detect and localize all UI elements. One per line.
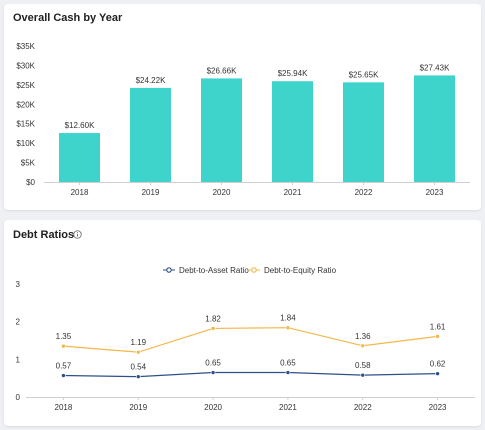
series-1-data-label: 1.35 — [56, 332, 72, 341]
series-0-data-label: 0.62 — [430, 360, 446, 369]
series-0-data-label: 0.58 — [355, 361, 371, 370]
x-axis-tick-label: 2019 — [129, 403, 147, 412]
x-axis-tick-label: 2023 — [429, 403, 447, 412]
x-axis-tick-label: 2021 — [284, 188, 302, 197]
series-0-data-label: 0.57 — [56, 362, 72, 371]
series-0-data-label: 0.65 — [205, 359, 221, 368]
bar-2020 — [201, 78, 242, 182]
series-0-point — [61, 373, 66, 378]
y-axis-tick-label: 2 — [16, 318, 21, 327]
y-axis-tick-label: $35K — [16, 42, 35, 51]
debt-chart-title: Debt Ratios — [13, 229, 75, 241]
bar-data-label: $27.43K — [420, 63, 450, 72]
series-1-data-label: 1.82 — [205, 314, 221, 323]
y-axis-tick-label: $0 — [26, 178, 35, 187]
series-1-point — [435, 334, 440, 339]
x-axis-tick-label: 2019 — [142, 188, 160, 197]
legend-label-1: Debt-to-Equity Ratio — [264, 266, 337, 275]
x-axis-tick-label: 2022 — [354, 403, 372, 412]
y-axis-tick-label: $10K — [16, 139, 35, 148]
y-axis-tick-label: 1 — [16, 355, 21, 364]
legend-marker — [251, 267, 257, 273]
series-0-point — [285, 370, 291, 375]
series-1-point — [285, 325, 291, 330]
series-0-data-label: 0.65 — [280, 359, 296, 368]
series-1-data-label: 1.36 — [355, 332, 371, 341]
series-line-1 — [63, 327, 438, 353]
series-0-point — [360, 372, 366, 378]
x-axis-tick-label: 2020 — [204, 403, 222, 412]
series-1-data-label: 1.19 — [130, 338, 146, 347]
y-axis-tick-label: $25K — [16, 81, 35, 90]
y-axis-tick-label: $5K — [21, 159, 36, 168]
y-axis-tick-label: $20K — [16, 100, 35, 109]
y-axis-tick-label: $15K — [16, 120, 35, 129]
series-1-point — [360, 343, 366, 349]
series-1-point — [61, 343, 66, 349]
overall-cash-card: Overall Cash by Year $0 $5K $10K $15K $20K $2… — [4, 4, 481, 210]
bar-2021 — [272, 81, 313, 182]
bar-data-label: $12.60K — [65, 121, 95, 130]
bar-data-label: $25.94K — [278, 69, 308, 78]
bar-2022 — [343, 82, 384, 182]
info-icon[interactable] — [73, 230, 82, 239]
series-1-data-label: 1.61 — [430, 322, 446, 331]
bar-2018 — [59, 133, 100, 182]
series-line-0 — [63, 371, 438, 378]
bar-data-label: $24.22K — [136, 76, 166, 85]
series-1-point — [135, 349, 141, 355]
debt-ratios-card: Debt Ratios 0 1 2 3 2018 2019 2020 2021 2022 2023… — [4, 220, 481, 426]
cash-chart-title: Overall Cash by Year — [13, 12, 123, 24]
bar-data-label: $26.66K — [207, 66, 237, 75]
series-0-point — [210, 370, 216, 375]
x-axis-tick-label: 2022 — [355, 188, 373, 197]
legend-label-0: Debt-to-Asset Ratio — [179, 266, 249, 275]
series-0-data-label: 0.54 — [130, 363, 146, 372]
x-axis-tick-label: 2018 — [71, 188, 89, 197]
bar-data-label: $25.65K — [349, 70, 379, 79]
series-0-point — [135, 374, 141, 379]
y-axis-tick-label: $30K — [16, 61, 35, 70]
cash-bar-chart: $0 $5K $10K $15K $20K $25K $30K $35K $12.60K 2018… — [16, 42, 470, 197]
debt-ratios-line-chart: 0 1 2 3 2018 2019 2020 2021 2022 2023 Debt-to-Asse… — [16, 266, 475, 412]
y-axis-tick-label: 3 — [16, 280, 21, 289]
series-1-data-label: 1.84 — [280, 314, 296, 323]
bar-2019 — [130, 87, 171, 182]
x-axis-tick-label: 2021 — [279, 403, 297, 412]
legend-marker — [166, 267, 172, 273]
y-axis-tick-label: 0 — [16, 393, 21, 402]
x-axis-tick-label: 2018 — [55, 403, 73, 412]
series-0-point — [435, 371, 440, 376]
x-axis-tick-label: 2020 — [213, 188, 231, 197]
series-1-point — [210, 326, 216, 331]
bar-2023 — [414, 75, 455, 182]
x-axis-tick-label: 2023 — [426, 188, 444, 197]
